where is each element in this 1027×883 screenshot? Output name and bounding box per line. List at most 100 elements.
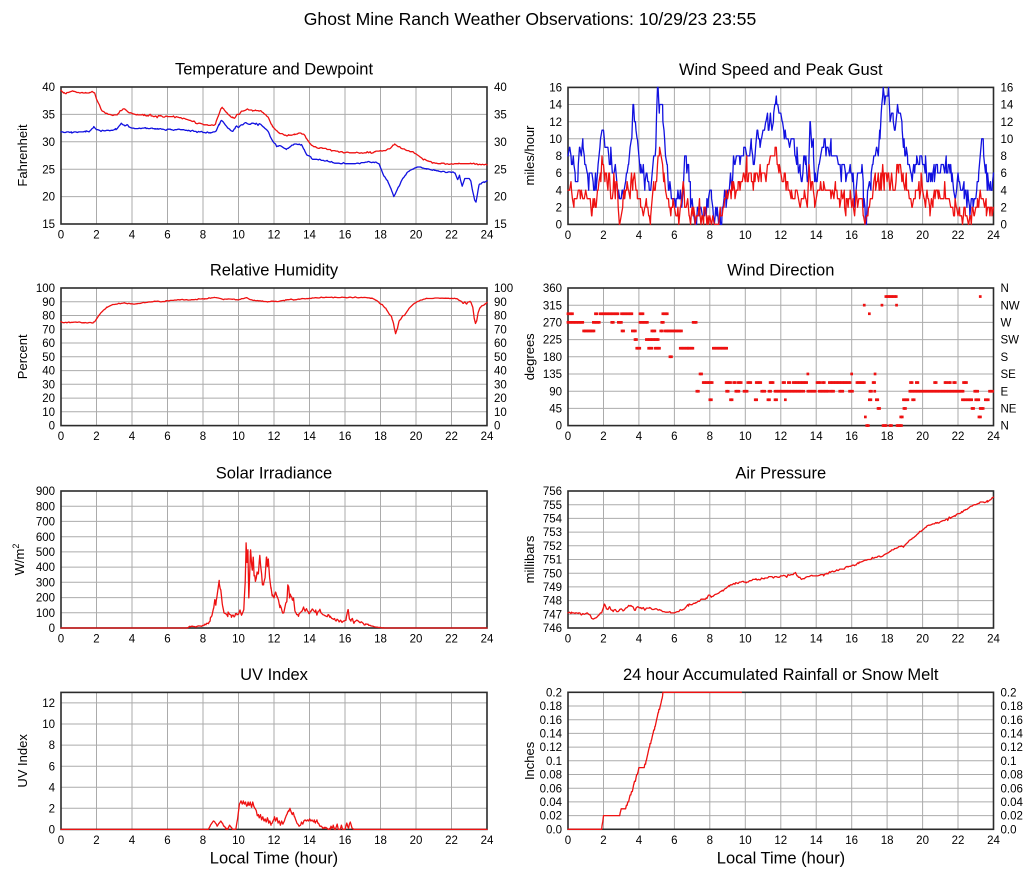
svg-text:135: 135 (543, 369, 562, 381)
svg-text:8: 8 (707, 431, 713, 443)
svg-text:225: 225 (543, 335, 562, 347)
svg-text:40: 40 (42, 366, 55, 378)
svg-text:24: 24 (987, 835, 1000, 847)
svg-text:18: 18 (881, 835, 894, 847)
svg-text:N: N (1001, 421, 1009, 433)
svg-text:700: 700 (36, 517, 55, 529)
svg-text:10: 10 (1001, 134, 1014, 146)
svg-text:15: 15 (494, 219, 507, 231)
svg-text:14: 14 (810, 431, 823, 443)
svg-text:4: 4 (636, 431, 643, 443)
svg-text:70: 70 (42, 324, 55, 336)
svg-text:12: 12 (774, 230, 787, 242)
svg-text:746: 746 (543, 623, 562, 635)
svg-text:22: 22 (445, 230, 458, 242)
svg-text:2: 2 (93, 230, 99, 242)
svg-text:70: 70 (494, 324, 507, 336)
svg-text:0.02: 0.02 (1001, 811, 1023, 823)
svg-text:16: 16 (339, 634, 352, 646)
svg-text:8: 8 (200, 634, 206, 646)
svg-text:0.0: 0.0 (1001, 824, 1017, 836)
svg-text:0: 0 (565, 835, 571, 847)
svg-text:4: 4 (129, 431, 136, 443)
svg-text:8: 8 (707, 835, 713, 847)
svg-text:25: 25 (42, 164, 55, 176)
svg-text:4: 4 (129, 835, 136, 847)
svg-text:12: 12 (549, 117, 562, 129)
svg-text:22: 22 (952, 634, 965, 646)
svg-text:0: 0 (565, 431, 571, 443)
svg-text:0.06: 0.06 (1001, 783, 1023, 795)
svg-text:24: 24 (481, 634, 494, 646)
svg-text:12: 12 (774, 431, 787, 443)
svg-text:35: 35 (42, 110, 55, 122)
svg-text:10: 10 (739, 431, 752, 443)
svg-text:16: 16 (1001, 83, 1014, 95)
svg-text:18: 18 (881, 431, 894, 443)
svg-text:S: S (1001, 352, 1009, 364)
svg-text:0: 0 (556, 421, 562, 433)
svg-text:24: 24 (481, 431, 494, 443)
svg-text:14: 14 (810, 230, 823, 242)
svg-text:14: 14 (1001, 100, 1014, 112)
svg-text:16: 16 (339, 230, 352, 242)
svg-text:20: 20 (410, 835, 423, 847)
svg-text:50: 50 (494, 352, 507, 364)
svg-text:22: 22 (445, 835, 458, 847)
svg-text:0: 0 (58, 230, 64, 242)
svg-text:0.02: 0.02 (540, 811, 562, 823)
svg-text:degrees: degrees (522, 333, 537, 380)
svg-text:2: 2 (556, 202, 562, 214)
svg-text:8: 8 (200, 230, 206, 242)
svg-text:14: 14 (303, 634, 316, 646)
svg-text:0: 0 (1001, 220, 1007, 232)
svg-text:315: 315 (543, 300, 562, 312)
svg-text:0.1: 0.1 (1001, 756, 1017, 768)
svg-text:2: 2 (93, 835, 99, 847)
svg-text:18: 18 (374, 835, 387, 847)
svg-text:0.08: 0.08 (1001, 770, 1023, 782)
svg-text:2: 2 (600, 835, 606, 847)
svg-text:20: 20 (410, 230, 423, 242)
svg-text:80: 80 (42, 311, 55, 323)
svg-text:2: 2 (93, 431, 99, 443)
svg-text:SW: SW (1001, 335, 1020, 347)
svg-text:0.06: 0.06 (540, 783, 562, 795)
svg-text:753: 753 (543, 527, 562, 539)
svg-text:4: 4 (49, 782, 56, 794)
svg-text:2: 2 (600, 634, 606, 646)
svg-text:100: 100 (494, 283, 513, 295)
svg-text:2: 2 (600, 230, 606, 242)
svg-text:millibars: millibars (522, 535, 537, 583)
svg-text:4: 4 (636, 835, 643, 847)
svg-text:18: 18 (881, 634, 894, 646)
svg-text:0.18: 0.18 (1001, 701, 1023, 713)
svg-text:270: 270 (543, 318, 562, 330)
svg-text:NE: NE (1001, 404, 1017, 416)
svg-text:8: 8 (49, 740, 55, 752)
svg-text:miles/hour: miles/hour (522, 125, 537, 186)
svg-text:NW: NW (1001, 300, 1020, 312)
svg-text:6: 6 (671, 835, 677, 847)
svg-text:0: 0 (58, 835, 64, 847)
svg-text:Local Time (hour): Local Time (hour) (210, 850, 338, 868)
svg-text:50: 50 (42, 352, 55, 364)
svg-text:6: 6 (164, 230, 170, 242)
svg-text:10: 10 (42, 719, 55, 731)
svg-text:30: 30 (494, 137, 507, 149)
svg-text:100: 100 (36, 608, 55, 620)
svg-text:40: 40 (494, 82, 507, 94)
svg-text:4: 4 (1001, 185, 1008, 197)
svg-text:12: 12 (268, 835, 281, 847)
svg-text:12: 12 (268, 431, 281, 443)
svg-text:SE: SE (1001, 369, 1017, 381)
svg-text:360: 360 (543, 283, 562, 295)
svg-text:UV Index: UV Index (240, 666, 309, 684)
svg-text:751: 751 (543, 555, 562, 567)
svg-text:16: 16 (845, 634, 858, 646)
svg-text:Relative Humidity: Relative Humidity (210, 262, 339, 280)
svg-text:Inches: Inches (522, 741, 537, 780)
svg-text:18: 18 (881, 230, 894, 242)
svg-text:15: 15 (42, 219, 55, 231)
svg-text:8: 8 (200, 835, 206, 847)
